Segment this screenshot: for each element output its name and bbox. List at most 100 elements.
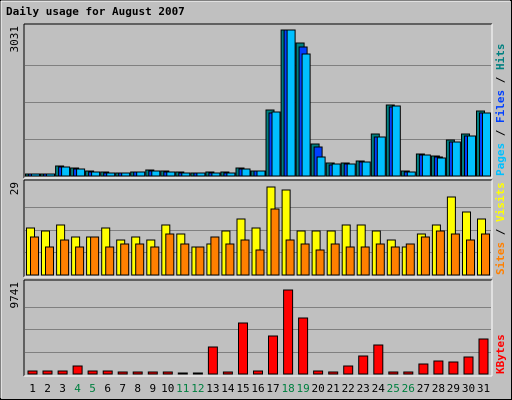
x-tick-label-16: 16 bbox=[251, 382, 264, 395]
bar-kbytes-day-14 bbox=[222, 371, 233, 375]
bar-pages-day-1 bbox=[31, 173, 40, 177]
bar-kbytes-day-25 bbox=[388, 371, 399, 375]
bar-sites-day-12 bbox=[195, 246, 205, 276]
bar-pages-day-9 bbox=[151, 170, 161, 177]
bar-sites-day-21 bbox=[330, 243, 340, 276]
bar-sites-day-29 bbox=[450, 233, 460, 276]
bar-kbytes-day-16 bbox=[253, 370, 263, 375]
bar-sites-day-30 bbox=[466, 239, 475, 276]
bar-pages-day-5 bbox=[91, 171, 101, 177]
bar-kbytes-day-15 bbox=[238, 322, 248, 375]
x-tick-label-26: 26 bbox=[402, 382, 415, 395]
bar-sites-day-19 bbox=[300, 243, 310, 276]
x-tick-label-10: 10 bbox=[161, 382, 174, 395]
bar-sites-day-11 bbox=[180, 243, 190, 276]
bar-kbytes-day-11 bbox=[177, 372, 188, 375]
legend-kbytes: KBytes bbox=[494, 334, 507, 374]
bar-kbytes-day-28 bbox=[433, 360, 444, 375]
bar-pages-day-19 bbox=[301, 53, 311, 177]
x-tick-label-28: 28 bbox=[432, 382, 445, 395]
bar-sites-day-18 bbox=[285, 239, 295, 276]
bar-kbytes-day-19 bbox=[298, 317, 309, 375]
bar-pages-day-13 bbox=[211, 172, 221, 177]
bar-pages-day-15 bbox=[241, 168, 251, 177]
bar-kbytes-day-5 bbox=[87, 370, 98, 375]
legend-hits: Hits bbox=[494, 44, 507, 71]
x-tick-label-7: 7 bbox=[119, 382, 126, 395]
bar-pages-day-18 bbox=[286, 29, 296, 177]
bar-pages-day-30 bbox=[467, 135, 476, 177]
bar-kbytes-day-4 bbox=[72, 365, 83, 375]
bar-pages-day-24 bbox=[376, 136, 386, 177]
legend-files: Files bbox=[494, 90, 507, 123]
panel-middle-max-label: 29 bbox=[8, 182, 21, 195]
bar-kbytes-day-7 bbox=[117, 371, 128, 375]
bar-sites-day-26 bbox=[405, 243, 415, 276]
bar-sites-day-27 bbox=[420, 236, 430, 276]
bar-pages-day-29 bbox=[451, 141, 461, 177]
bar-sites-day-10 bbox=[165, 233, 175, 276]
bar-kbytes-day-26 bbox=[403, 371, 414, 375]
x-tick-label-11: 11 bbox=[176, 382, 189, 395]
bar-pages-day-4 bbox=[76, 168, 86, 177]
bar-sites-day-5 bbox=[90, 236, 100, 276]
x-tick-label-2: 2 bbox=[44, 382, 51, 395]
panel-bottom: 9741 KBytes bbox=[8, 279, 507, 377]
bar-pages-day-16 bbox=[256, 170, 266, 177]
bar-pages-day-10 bbox=[166, 171, 176, 177]
bar-kbytes-day-29 bbox=[448, 361, 459, 375]
bar-sites-day-16 bbox=[255, 249, 265, 276]
bar-sites-day-25 bbox=[390, 246, 400, 276]
panel-bottom-side-legend: KBytes bbox=[494, 334, 507, 374]
legend-separator: / bbox=[494, 70, 507, 90]
bar-pages-day-23 bbox=[361, 161, 371, 177]
x-tick-label-29: 29 bbox=[447, 382, 460, 395]
bar-pages-day-20 bbox=[316, 156, 326, 177]
panel-top: 3031 Pages / Files / Hits bbox=[8, 23, 507, 179]
chart-title: Daily usage for August 2007 bbox=[6, 5, 185, 18]
bar-pages-day-6 bbox=[106, 172, 116, 177]
bar-kbytes-day-22 bbox=[343, 365, 354, 375]
x-tick-label-23: 23 bbox=[357, 382, 370, 395]
x-tick-label-27: 27 bbox=[417, 382, 430, 395]
bar-pages-day-17 bbox=[271, 111, 281, 177]
bar-pages-day-7 bbox=[121, 172, 131, 177]
bar-kbytes-day-24 bbox=[373, 344, 384, 375]
legend-visits: Visits bbox=[494, 182, 507, 222]
x-tick-label-20: 20 bbox=[311, 382, 324, 395]
x-tick-label-3: 3 bbox=[59, 382, 66, 395]
panel-top-max-label: 3031 bbox=[8, 26, 21, 53]
x-tick-label-24: 24 bbox=[372, 382, 386, 395]
bar-pages-day-2 bbox=[46, 173, 55, 177]
bar-sites-day-9 bbox=[150, 246, 160, 276]
bar-pages-day-31 bbox=[482, 112, 491, 177]
x-tick-label-6: 6 bbox=[104, 382, 111, 395]
panel-middle: 29 Sites / Visits bbox=[8, 179, 507, 278]
bar-pages-day-8 bbox=[136, 171, 146, 177]
x-tick-label-30: 30 bbox=[462, 382, 475, 395]
bar-pages-day-26 bbox=[406, 171, 416, 177]
bar-kbytes-day-1 bbox=[27, 370, 38, 375]
bar-pages-day-28 bbox=[436, 157, 446, 177]
bar-pages-day-27 bbox=[421, 154, 431, 177]
chart-panels: 3031 Pages / Files / Hits 29 Sites / Visits… bbox=[8, 23, 507, 377]
x-tick-label-14: 14 bbox=[221, 382, 235, 395]
bar-sites-day-24 bbox=[375, 243, 385, 276]
x-tick-label-19: 19 bbox=[296, 382, 309, 395]
x-tick-label-17: 17 bbox=[266, 382, 279, 395]
bar-pages-day-22 bbox=[346, 163, 356, 177]
bar-sites-day-6 bbox=[105, 246, 115, 276]
x-tick-label-8: 8 bbox=[134, 382, 141, 395]
bar-pages-day-11 bbox=[181, 172, 191, 177]
bar-kbytes-day-31 bbox=[478, 338, 489, 375]
bar-kbytes-day-21 bbox=[328, 371, 339, 375]
bar-pages-day-14 bbox=[226, 172, 236, 177]
bar-kbytes-day-9 bbox=[147, 371, 158, 375]
bar-kbytes-day-3 bbox=[57, 370, 68, 375]
panel-middle-side-legend: Sites / Visits bbox=[494, 182, 507, 275]
panel-top-side-legend: Pages / Files / Hits bbox=[494, 44, 507, 177]
panel-bottom-max-label: 9741 bbox=[8, 282, 21, 309]
x-tick-label-9: 9 bbox=[149, 382, 156, 395]
bar-kbytes-day-18 bbox=[283, 289, 294, 375]
